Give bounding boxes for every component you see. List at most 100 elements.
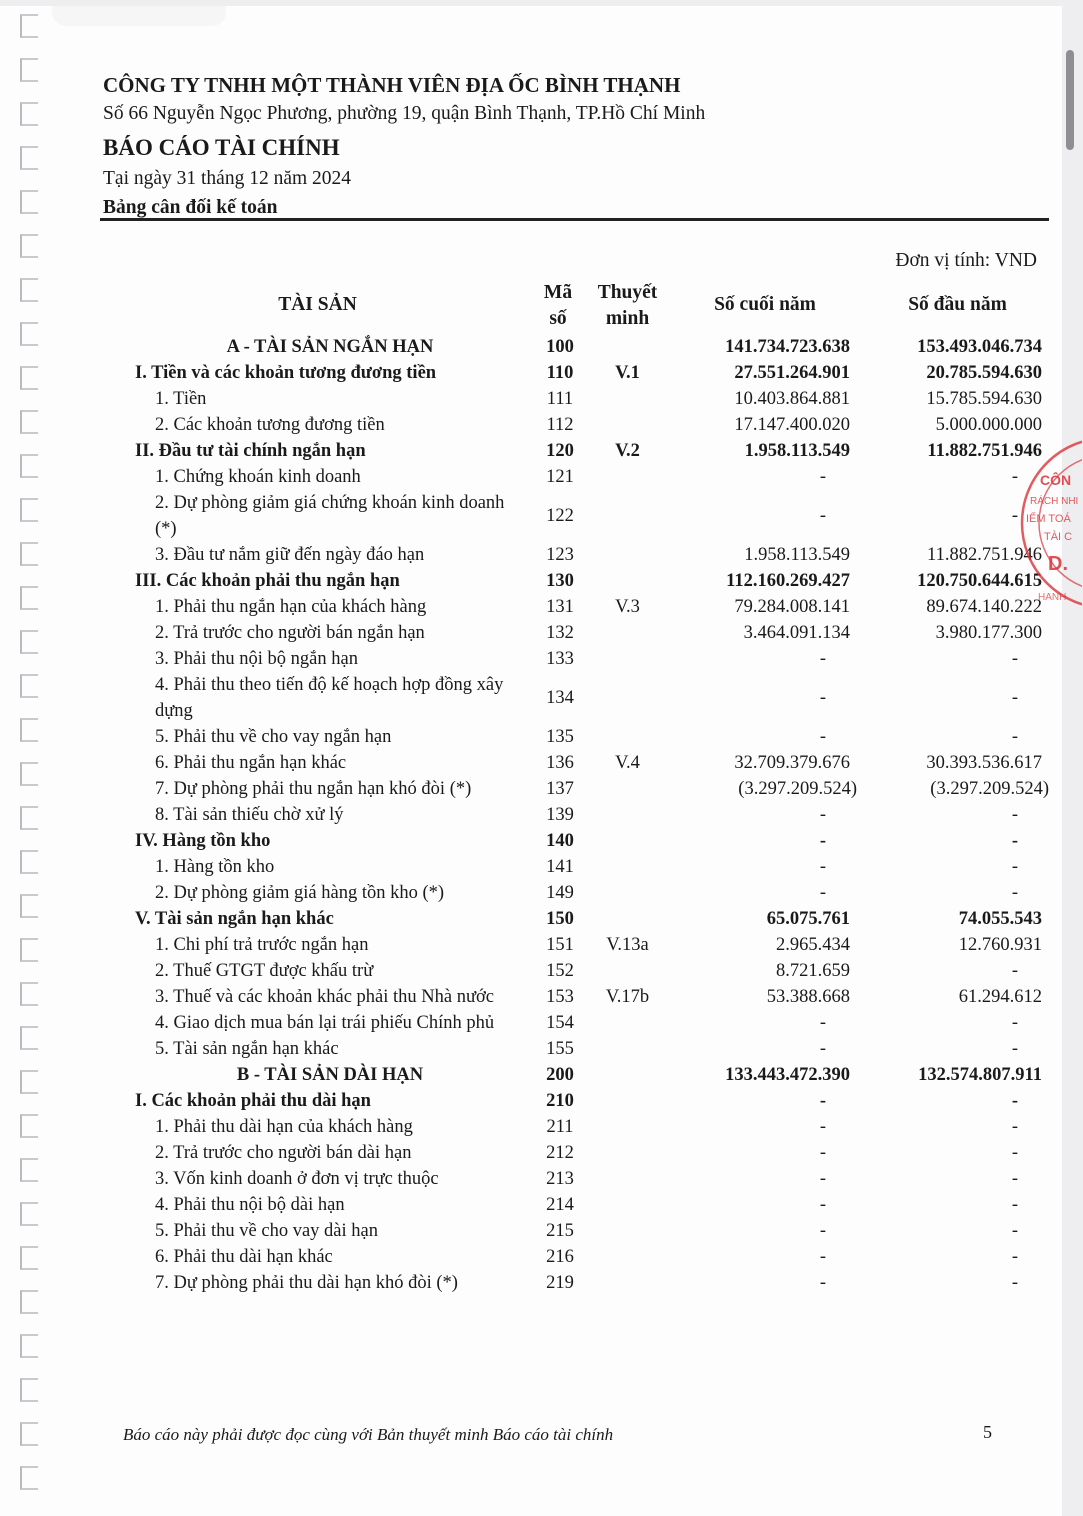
row-code: 149 xyxy=(525,880,595,906)
row-label-text: 2. Thuế GTGT được khấu trừ xyxy=(155,961,374,981)
row-note: V.2 xyxy=(595,438,660,464)
row-code-text: 210 xyxy=(546,1091,574,1111)
row-label-text: IV. Hàng tồn kho xyxy=(135,831,271,851)
row-code: 154 xyxy=(525,1010,595,1036)
row-start-of-year-text: - xyxy=(1011,467,1018,487)
svg-text:TÀI C: TÀI C xyxy=(1044,530,1072,543)
row-end-of-year: 32.709.379.676 xyxy=(660,750,850,776)
row-end-of-year: - xyxy=(660,828,850,854)
row-note xyxy=(595,1036,660,1062)
row-code: 137 xyxy=(525,776,595,802)
row-start-of-year: 61.294.612 xyxy=(850,984,1042,1010)
row-start-of-year: - xyxy=(850,1244,1042,1270)
row-start-of-year: - xyxy=(850,1218,1042,1244)
row-code: 200 xyxy=(525,1062,595,1088)
row-note xyxy=(595,802,660,828)
row-start-of-year: 132.574.807.911 xyxy=(850,1062,1042,1088)
row-label: I. Tiền và các khoản tương đương tiền xyxy=(135,360,525,386)
row-code-text: 153 xyxy=(546,987,574,1007)
row-code: 153 xyxy=(525,984,595,1010)
row-start-of-year-text: - xyxy=(1011,883,1018,903)
row-note xyxy=(595,1140,660,1166)
row-note xyxy=(595,828,660,854)
row-label-text: III. Các khoản phải thu ngắn hạn xyxy=(135,571,400,591)
row-end-of-year-text: 1.958.113.549 xyxy=(744,545,850,565)
row-label: 5. Phải thu về cho vay ngắn hạn xyxy=(135,724,525,750)
row-start-of-year-text: 11.882.751.946 xyxy=(927,441,1042,461)
row-start-of-year: 120.750.644.615 xyxy=(850,568,1042,594)
row-end-of-year-text: - xyxy=(819,506,826,526)
row-end-of-year: - xyxy=(660,802,850,828)
row-start-of-year: (3.297.209.524) xyxy=(850,776,1049,802)
row-start-of-year-text: 3.980.177.300 xyxy=(935,623,1042,643)
row-code: 150 xyxy=(525,906,595,932)
row-note-text: V.2 xyxy=(615,441,640,461)
binding-ring xyxy=(20,498,38,522)
row-code: 216 xyxy=(525,1244,595,1270)
row-start-of-year: - xyxy=(850,828,1042,854)
row-end-of-year-text: - xyxy=(819,883,826,903)
row-code-text: 140 xyxy=(546,831,574,851)
row-label-text: 4. Giao dịch mua bán lại trái phiếu Chín… xyxy=(155,1013,495,1033)
row-label: 3. Thuế và các khoản khác phải thu Nhà n… xyxy=(135,984,525,1010)
row-start-of-year-text: - xyxy=(1011,1169,1018,1189)
row-label: 2. Dự phòng giảm giá chứng khoán kinh do… xyxy=(135,490,525,542)
binding-ring xyxy=(20,1334,38,1358)
table-row: 1. Tiền 111 10.403.864.881 15.785.594.630 xyxy=(135,386,1042,412)
scrollbar[interactable] xyxy=(1066,50,1074,150)
row-code: 219 xyxy=(525,1270,595,1296)
row-label: 7. Dự phòng phải thu ngắn hạn khó đòi (*… xyxy=(135,776,525,802)
row-code: 213 xyxy=(525,1166,595,1192)
table-row: 2. Dự phòng giảm giá hàng tồn kho (*) 149… xyxy=(135,880,1042,906)
row-label-text: 2. Trả trước cho người bán dài hạn xyxy=(155,1143,412,1163)
row-end-of-year-text: (3.297.209.524) xyxy=(738,779,857,799)
table-row: 3. Phải thu nội bộ ngắn hạn 133 - - xyxy=(135,646,1042,672)
row-end-of-year-text: 141.734.723.638 xyxy=(725,337,850,357)
row-start-of-year: - xyxy=(850,1140,1042,1166)
row-start-of-year-text: 11.882.751.946 xyxy=(927,545,1042,565)
row-code-text: 112 xyxy=(546,415,574,435)
row-start-of-year-text: 61.294.612 xyxy=(958,987,1042,1007)
row-label: 6. Phải thu dài hạn khác xyxy=(135,1244,525,1270)
row-note xyxy=(595,880,660,906)
binding-ring xyxy=(20,1202,38,1226)
table-row: 3. Đầu tư nắm giữ đến ngày đáo hạn 123 1.9… xyxy=(135,542,1042,568)
row-label: 1. Chi phí trả trước ngắn hạn xyxy=(135,932,525,958)
binding-ring xyxy=(20,718,38,742)
row-start-of-year-text: - xyxy=(1011,688,1018,708)
row-note xyxy=(595,724,660,750)
row-code: 112 xyxy=(525,412,595,438)
row-start-of-year: - xyxy=(850,880,1042,906)
row-note xyxy=(595,620,660,646)
row-label: I. Các khoản phải thu dài hạn xyxy=(135,1088,525,1114)
row-label: III. Các khoản phải thu ngắn hạn xyxy=(135,568,525,594)
table-row: 5. Phải thu về cho vay ngắn hạn 135 - - xyxy=(135,724,1042,750)
row-code-text: 134 xyxy=(546,688,574,708)
row-label-text: 6. Phải thu dài hạn khác xyxy=(155,1247,333,1267)
row-end-of-year: - xyxy=(660,1140,850,1166)
column-header-note-line1: Thuyết xyxy=(597,282,658,303)
column-header-end-of-year: Số cuối năm xyxy=(714,294,816,315)
row-code: 136 xyxy=(525,750,595,776)
row-end-of-year: 2.965.434 xyxy=(660,932,850,958)
sheet-title: Bảng cân đối kế toán xyxy=(103,197,278,218)
table-row: 2. Trả trước cho người bán ngắn hạn 132 3.… xyxy=(135,620,1042,646)
row-end-of-year: 1.958.113.549 xyxy=(660,542,850,568)
row-start-of-year: - xyxy=(850,1114,1042,1140)
row-code: 132 xyxy=(525,620,595,646)
table-row: 1. Chứng khoán kinh doanh 121 - - xyxy=(135,464,1042,490)
row-label-text: 1. Phải thu ngắn hạn của khách hàng xyxy=(155,597,427,617)
row-code-text: 123 xyxy=(546,545,574,565)
binding-ring xyxy=(20,982,38,1006)
row-code-text: 152 xyxy=(546,961,574,981)
table-row: III. Các khoản phải thu ngắn hạn 130 112.1… xyxy=(135,568,1042,594)
row-end-of-year: (3.297.209.524) xyxy=(660,776,857,802)
row-start-of-year: - xyxy=(850,1088,1042,1114)
row-code-text: 122 xyxy=(546,506,574,526)
row-start-of-year: - xyxy=(850,1036,1042,1062)
row-label: 1. Tiền xyxy=(135,386,525,412)
row-code: 131 xyxy=(525,594,595,620)
row-start-of-year-text: - xyxy=(1011,805,1018,825)
row-end-of-year: - xyxy=(660,1010,850,1036)
row-label-text: 3. Phải thu nội bộ ngắn hạn xyxy=(155,649,358,669)
